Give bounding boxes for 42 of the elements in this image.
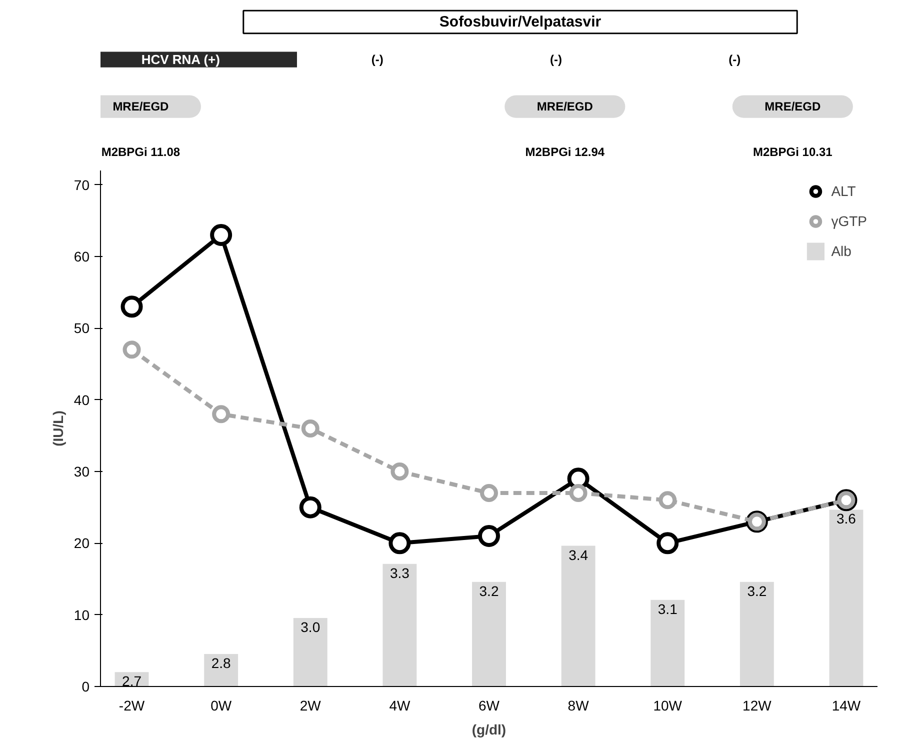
text: (-) — [550, 52, 562, 67]
text: M2BPGi 10.31 — [752, 144, 833, 159]
data-label: 3.1 — [658, 600, 678, 617]
y-tick-label: 50 — [74, 320, 90, 336]
data-label: 2.7 — [122, 673, 142, 690]
text: (-) — [371, 52, 384, 67]
text: MRE/EGD — [536, 100, 594, 114]
x-tick-label: -2W — [118, 698, 146, 714]
data-label: 2.8 — [211, 655, 232, 672]
chart-title: Sofosbuvir/Velpatasvir — [439, 14, 602, 30]
y-tick-label: 60 — [74, 248, 90, 264]
y-tick-label: 20 — [74, 535, 90, 552]
y-tick-label: 70 — [74, 176, 90, 193]
x-tick-label: 4W — [389, 698, 411, 714]
data-label: 3.3 — [390, 564, 410, 581]
x-tick-label: 10W — [653, 698, 683, 714]
data-label: 3.2 — [747, 582, 767, 599]
text: MRE/EGD — [764, 100, 821, 114]
text: HCV RNA (+) — [141, 52, 220, 68]
x-tick-label: 2W — [300, 698, 322, 714]
legend-label: ALT — [831, 183, 856, 199]
x-axis-title: (g/dl) — [472, 722, 506, 738]
legend-label: γGTP — [831, 213, 867, 229]
data-label: 3.6 — [836, 510, 856, 527]
y-tick-label: 0 — [82, 678, 90, 694]
x-tick-label: 12W — [742, 698, 772, 714]
y-tick-label: 30 — [74, 464, 90, 480]
x-tick-label: 8W — [568, 698, 590, 714]
y-axis-title: (IU/L) — [50, 410, 66, 446]
y-tick-label: 40 — [74, 392, 90, 408]
legend-label: Alb — [831, 243, 852, 259]
text: MRE/EGD — [112, 100, 170, 114]
y-tick-label: 10 — [74, 606, 90, 623]
text: (-) — [728, 52, 741, 67]
text: M2BPGi 12.94 — [525, 144, 605, 159]
data-label: 3.0 — [300, 618, 320, 635]
x-tick-label: 0W — [210, 698, 232, 714]
x-tick-label: 14W — [832, 698, 862, 714]
x-tick-label: 6W — [478, 698, 500, 714]
text: M2BPGi 11.08 — [101, 144, 180, 159]
data-label: 3.2 — [479, 582, 499, 599]
data-label: 3.4 — [568, 546, 588, 563]
